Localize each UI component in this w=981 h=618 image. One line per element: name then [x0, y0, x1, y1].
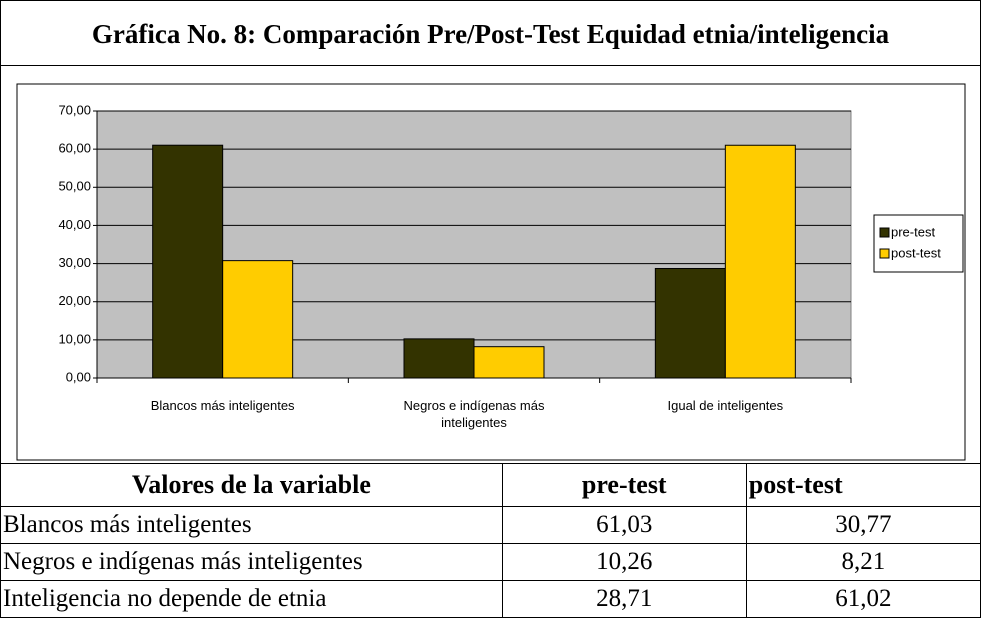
table-cell: 61,03 [501, 506, 747, 544]
table-cell: 28,71 [501, 580, 747, 618]
legend-swatch [879, 248, 890, 259]
legend-label: pre-test [891, 224, 935, 239]
x-tick-label: Negros e indígenas más inteligentes [403, 398, 545, 430]
chart: 0,00 10,00 20,00 30,00 40,00 50,00 60,00 70,00 p… [16, 83, 966, 461]
table-row: Blancos más inteligentes 61,03 30,77 [0, 506, 981, 544]
y-tick-label: 0,00 [66, 369, 91, 384]
header-cell: post-test [745, 463, 981, 507]
table-cell: 10,26 [501, 543, 747, 581]
header-cell: Valores de la variable [0, 463, 503, 507]
y-tick-label: 10,00 [58, 331, 91, 346]
table-cell: 61,02 [745, 580, 981, 618]
title: Gráfica No. 8: Comparación Pre/Post-Test… [0, 0, 981, 66]
data-table: Valores de la variable pre-test post-test … [0, 463, 981, 618]
y-tick-label: 50,00 [58, 179, 91, 194]
table-row: Negros e indígenas más inteligentes 10,26… [0, 543, 981, 581]
bar [654, 267, 726, 379]
bar [222, 260, 294, 379]
header-cell: pre-test [501, 463, 747, 507]
y-tick-label: 40,00 [58, 217, 91, 232]
y-tick-label: 20,00 [58, 293, 91, 308]
legend-swatch [879, 227, 890, 238]
y-tick-label: 70,00 [58, 102, 91, 117]
bar [152, 144, 224, 379]
table-header: Valores de la variable pre-test post-test [0, 463, 981, 507]
bar [724, 144, 796, 379]
legend [873, 214, 964, 273]
table-row: Inteligencia no depende de etnia 28,71 61,… [0, 580, 981, 618]
table-cell: Negros e indígenas más inteligentes [0, 543, 503, 581]
table-cell: Blancos más inteligentes [0, 506, 503, 544]
legend-label: post-test [891, 245, 941, 260]
x-tick-label: Igual de inteligentes [667, 398, 784, 413]
bar [403, 338, 475, 379]
y-tick-label: 30,00 [58, 255, 91, 270]
bar [473, 346, 545, 379]
table-cell: 30,77 [745, 506, 981, 544]
x-tick-label: Blancos más inteligentes [150, 398, 295, 413]
table-cell: 8,21 [745, 543, 981, 581]
table-cell: Inteligencia no depende de etnia [0, 580, 503, 618]
chart-box: 0,00 10,00 20,00 30,00 40,00 50,00 60,00 70,00 p… [0, 65, 981, 463]
y-tick-label: 60,00 [58, 141, 91, 156]
